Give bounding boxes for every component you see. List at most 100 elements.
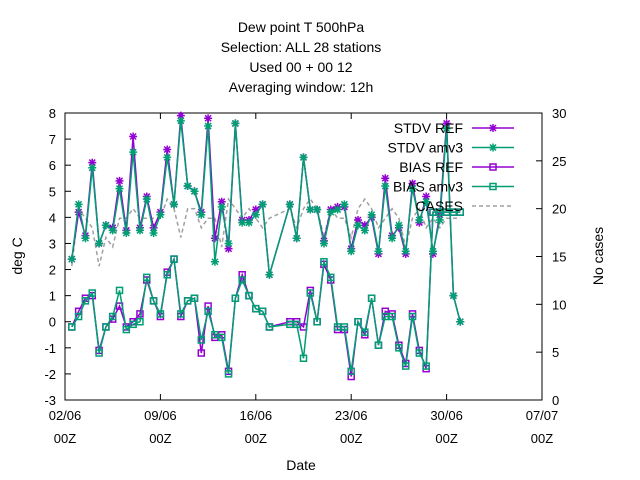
legend-item-cases: CASES [416,198,514,214]
title-line-2: Selection: ALL 28 stations [221,39,382,55]
legend-item-stdv-amv3: STDV amv3 [388,140,514,156]
data-point-bias-amv3 [211,331,219,339]
data-point-bias-amv3 [252,304,260,313]
legend-marker [489,124,497,132]
data-point-stdv-amv3 [156,210,165,219]
data-point-bias-amv3 [224,370,233,378]
title-line-3: Used 00 + 00 12 [249,59,352,75]
data-point-bias-amv3 [108,312,117,321]
data-point-stdv-amv3 [442,124,451,133]
data-point-stdv-amv3 [135,226,144,235]
data-point-stdv-amv3 [204,122,213,131]
data-point-bias-amv3 [354,317,362,326]
data-point-stdv-amv3 [81,234,90,243]
legend-marker [489,163,497,171]
data-point-bias-amv3 [361,328,369,336]
data-point-stdv-amv3 [408,184,417,193]
data-point-stdv-amv3 [142,195,151,204]
data-point-stdv-amv3 [251,210,260,219]
x-tick-label: 07/07 [526,408,559,423]
data-point-bias-amv3 [245,291,253,300]
data-point-stdv-amv3 [67,255,76,264]
data-point-stdv-amv3 [231,119,240,128]
series-stdv-amv3 [67,116,465,326]
data-point-bias-amv3 [286,320,294,329]
x-tick-label: 23/06 [335,408,368,423]
series-layer [67,111,465,381]
series-line-cases [71,197,461,267]
legend-marker [489,182,497,191]
y-tick-label: 1 [49,289,56,304]
x-tick-label: 09/06 [144,408,177,423]
data-point-bias-amv3 [327,273,335,282]
data-point-stdv-ref [88,158,97,167]
y2-axis: 0 5 10 15 20 25 30 [536,106,566,408]
data-point-stdv-ref [204,114,213,123]
data-point-bias-amv3 [408,312,417,321]
data-point-stdv-amv3 [449,291,458,300]
data-point-bias-ref [197,349,206,357]
data-point-stdv-amv3 [190,187,199,196]
x-tick-label-time: 00Z [54,431,76,446]
legend-item-stdv-ref: STDV REF [394,120,514,136]
y2-tick-label: 25 [552,154,566,169]
data-point-bias-amv3 [129,320,137,329]
x-tick-label-time: 00Z [340,431,362,446]
data-point-bias-amv3 [204,307,212,316]
data-point-bias-amv3 [143,273,151,282]
data-point-bias-amv3 [340,323,349,331]
data-point-stdv-amv3 [88,163,97,172]
x-tick-label-time: 00Z [149,431,171,446]
data-point-stdv-amv3 [428,247,437,256]
data-point-bias-amv3 [217,333,226,342]
x-axis-label: Date [286,457,316,473]
data-point-stdv-amv3 [354,221,363,230]
data-point-bias-ref [136,310,144,318]
data-point-stdv-ref [408,179,417,188]
data-point-stdv-amv3 [129,148,138,157]
data-point-stdv-amv3 [183,182,192,191]
data-point-stdv-amv3 [401,247,410,256]
data-point-stdv-ref [129,132,138,141]
data-point-stdv-ref [176,111,185,120]
title-line-4: Averaging window: 12h [229,79,374,95]
title-line-1: Dew point T 500hPa [238,19,365,35]
data-point-stdv-amv3 [347,247,356,256]
data-point-bias-ref [347,372,355,381]
data-point-bias-amv3 [313,317,321,326]
y-tick-label: 6 [49,158,56,173]
data-point-bias-amv3 [333,323,342,331]
data-point-stdv-amv3 [374,247,383,256]
data-point-stdv-amv3 [224,239,233,248]
legend-label: CASES [416,198,463,214]
data-point-stdv-amv3 [258,200,267,209]
data-point-stdv-amv3 [197,210,206,219]
y-axis: -3 -2 -1 0 1 2 3 4 5 6 7 8 [44,106,71,408]
legend: STDV REF STDV amv3 BIAS REF BIAS amv3 CASES [388,120,514,214]
data-point-bias-amv3 [442,208,451,216]
data-point-bias-ref [238,271,246,279]
y-tick-label: 2 [49,263,56,278]
data-point-stdv-amv3 [299,153,308,162]
data-point-bias-amv3 [436,208,444,216]
data-point-bias-amv3 [115,286,124,295]
data-point-stdv-amv3 [435,215,444,224]
data-point-bias-amv3 [170,255,178,263]
data-point-stdv-amv3 [149,229,158,238]
y-tick-label: 8 [49,106,56,121]
data-point-bias-amv3 [81,297,90,305]
data-point-stdv-amv3 [340,200,349,209]
data-point-stdv-amv3 [238,218,247,227]
legend-label: BIAS REF [399,159,463,175]
series-cases [71,197,461,267]
data-point-stdv-amv3 [170,200,179,209]
data-point-stdv-amv3 [422,197,431,206]
x-tick-label: 02/06 [49,408,82,423]
data-point-bias-amv3 [149,297,158,305]
data-point-stdv-amv3 [292,234,301,243]
data-point-stdv-ref [442,119,451,128]
data-point-bias-amv3 [347,367,355,376]
data-point-bias-amv3 [122,325,131,334]
data-point-bias-amv3 [156,310,165,318]
y2-tick-label: 10 [552,297,566,312]
